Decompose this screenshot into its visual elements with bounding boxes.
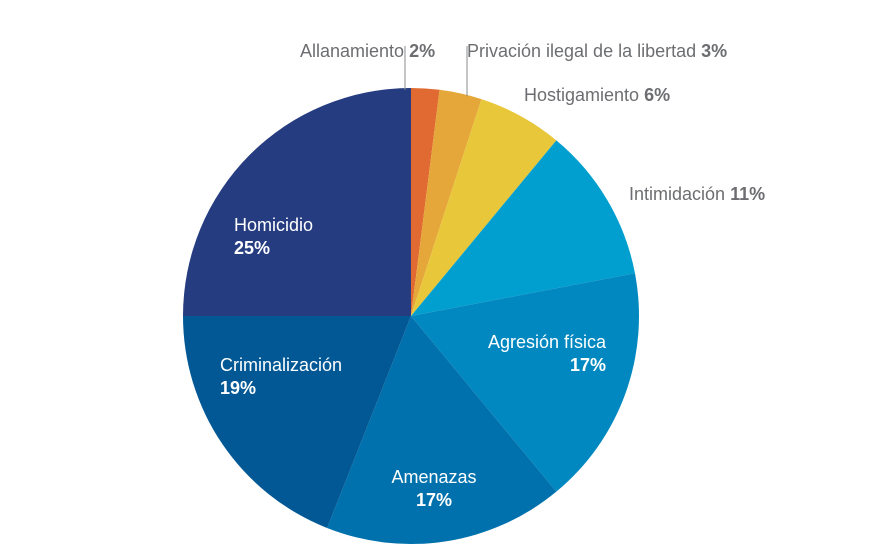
pie-slice-allanamiento — [411, 88, 440, 316]
label-name: Agresión física — [487, 332, 606, 352]
label-value: 19% — [220, 378, 257, 398]
label-name: Intimidación — [629, 184, 726, 204]
pie-slice-amenazas — [327, 316, 557, 545]
label-homicidio: Homicidio 25% — [234, 214, 313, 260]
label-allanamiento: Allanamiento 2% — [300, 40, 435, 62]
label-value: 6% — [644, 85, 671, 105]
label-hostigamiento: Hostigamiento 6% — [524, 84, 670, 106]
label-name: Hostigamiento — [524, 85, 640, 105]
pie-slice-privacion-ilegal-de-la-libertad — [411, 89, 482, 316]
label-privacion: Privación ilegal de la libertad 3% — [467, 40, 727, 62]
pie-slices — [183, 88, 639, 545]
label-value: 2% — [409, 41, 436, 61]
label-intimidacion: Intimidación 11% — [629, 183, 765, 205]
label-amenazas: Amenazas 17% — [388, 466, 480, 512]
label-agresion: Agresión física 17% — [482, 331, 606, 377]
label-value: 3% — [701, 41, 728, 61]
label-value: 11% — [730, 184, 766, 204]
label-name: Criminalización — [220, 355, 343, 375]
label-value: 25% — [234, 238, 271, 258]
pie-slice-homicidio — [183, 88, 411, 316]
label-name: Privación ilegal de la libertad — [467, 41, 697, 61]
label-value: 17% — [569, 355, 606, 375]
label-value: 17% — [415, 490, 453, 510]
pie-slice-criminalizacion — [183, 316, 411, 528]
pie-slice-agresion-fisica — [411, 273, 639, 492]
label-name: Allanamiento — [300, 41, 405, 61]
pie-slice-intimidacion — [411, 140, 635, 316]
pie-slice-hostigamiento — [411, 99, 557, 316]
label-criminalizacion: Criminalización 19% — [220, 354, 342, 400]
label-name: Amenazas — [391, 467, 477, 487]
label-name: Homicidio — [234, 215, 314, 235]
